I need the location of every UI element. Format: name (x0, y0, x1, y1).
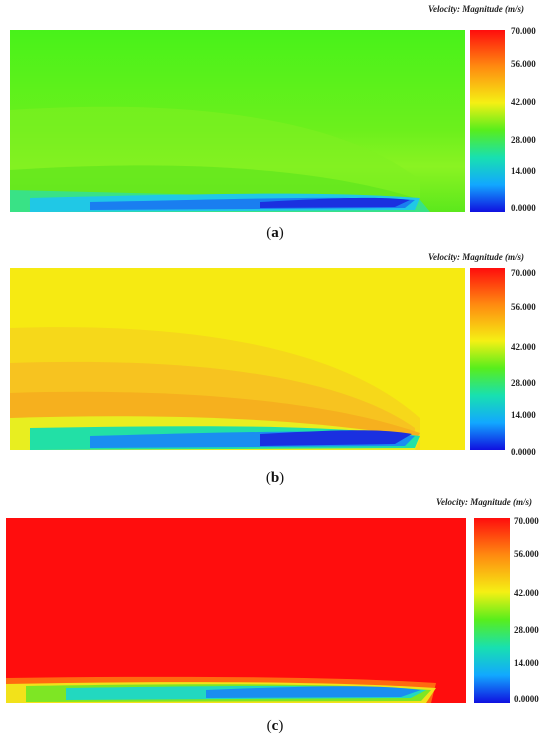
colorbar-title: Velocity: Magnitude (m/s) (428, 4, 524, 14)
velocity-contour-field (10, 30, 465, 212)
tick-label: 28.000 (511, 135, 536, 145)
tick-label: 28.000 (514, 625, 539, 635)
colorbar (470, 268, 505, 450)
tick-label: 14.000 (511, 410, 536, 420)
tick-label: 28.000 (511, 378, 536, 388)
velocity-contour-field (6, 518, 466, 703)
panel-caption: (a) (266, 225, 284, 241)
tick-label: 14.000 (511, 166, 536, 176)
colorbar-title: Velocity: Magnitude (m/s) (436, 497, 532, 507)
colorbar-title: Velocity: Magnitude (m/s) (428, 252, 524, 262)
tick-label: 42.000 (511, 342, 536, 352)
tick-label: 0.0000 (511, 447, 536, 457)
colorbar (470, 30, 505, 212)
tick-label: 56.000 (514, 549, 539, 559)
tick-label: 42.000 (514, 588, 539, 598)
tick-label: 56.000 (511, 302, 536, 312)
tick-label: 14.000 (514, 658, 539, 668)
panel-caption: (b) (265, 470, 285, 486)
tick-label: 70.000 (514, 516, 539, 526)
velocity-contour-field (10, 268, 465, 450)
tick-label: 0.0000 (514, 694, 539, 704)
tick-label: 0.0000 (511, 203, 536, 213)
tick-label: 70.000 (511, 268, 536, 278)
tick-label: 70.000 (511, 26, 536, 36)
tick-label: 56.000 (511, 59, 536, 69)
colorbar (474, 518, 510, 703)
panel-caption: (c) (266, 718, 284, 734)
tick-label: 42.000 (511, 97, 536, 107)
